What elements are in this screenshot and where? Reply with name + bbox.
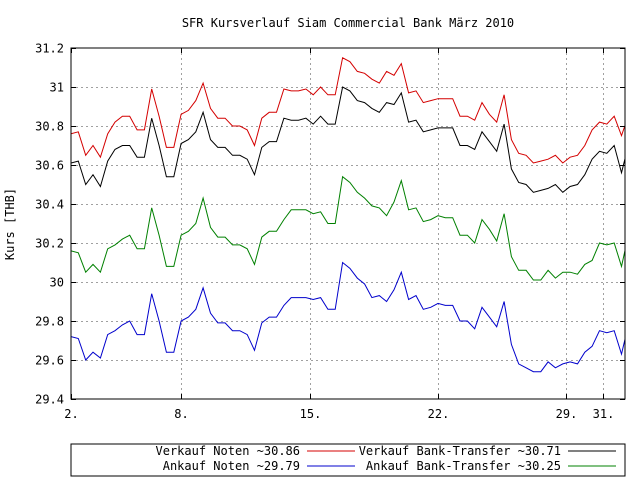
x-tick-label: 29. [556,407,578,421]
y-ticks: 29.4 29.6 29.8 30 30.2 30.4 30.6 30.8 31 31.2 [35,42,625,407]
grid [71,48,625,399]
y-tick-label: 29.6 [35,354,64,368]
y-tick-label: 29.8 [35,315,64,329]
y-axis-label: Kurs [THB] [3,188,17,260]
legend-label: Ankauf Bank-Transfer ~30.25 [366,459,561,473]
x-tick-label: 8. [174,407,188,421]
series-line [71,175,625,281]
y-tick-label: 31.2 [35,42,64,56]
series-layer [71,57,625,373]
x-ticks: 2. 8. 15. 22. 29. 31. [64,48,614,421]
x-tick-label: 22. [428,407,450,421]
y-tick-label: 30.4 [35,198,64,212]
x-tick-label: 31. [593,407,615,421]
legend: Verkauf Noten ~30.86 Verkauf Bank-Transfe… [70,443,626,477]
legend-label: Verkauf Bank-Transfer ~30.71 [359,444,561,458]
series-line [71,261,625,373]
y-tick-label: 31 [50,81,64,95]
x-tick-label: 2. [64,407,78,421]
series-line [71,86,625,193]
plot-frame [70,47,626,400]
y-tick-label: 29.4 [35,393,64,407]
x-tick-label: 15. [300,407,322,421]
legend-label: Ankauf Noten ~29.79 [163,459,300,473]
chart-title: SFR Kursverlauf Siam Commercial Bank Mär… [182,16,514,30]
legend-label: Verkauf Noten ~30.86 [156,444,301,458]
y-tick-label: 30.6 [35,159,64,173]
series-line [71,57,625,164]
y-tick-label: 30 [50,276,64,290]
legend-box [70,443,626,477]
y-tick-label: 30.8 [35,120,64,134]
y-tick-label: 30.2 [35,237,64,251]
